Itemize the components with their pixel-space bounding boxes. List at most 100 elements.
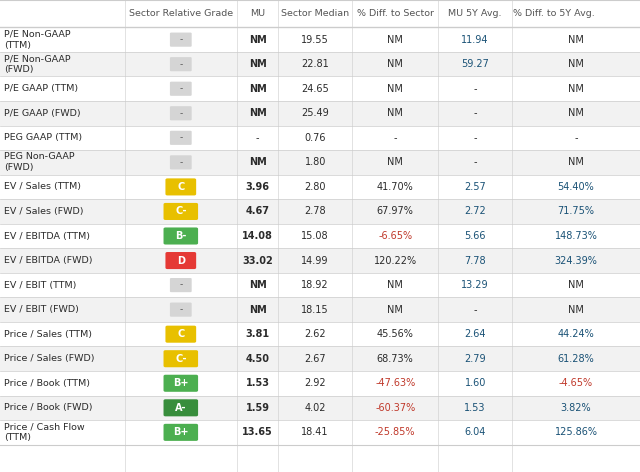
Text: C-: C- bbox=[175, 206, 186, 217]
FancyBboxPatch shape bbox=[165, 178, 196, 195]
Text: 14.99: 14.99 bbox=[301, 255, 329, 266]
Text: 2.67: 2.67 bbox=[305, 354, 326, 364]
Text: -: - bbox=[179, 280, 182, 290]
FancyBboxPatch shape bbox=[164, 350, 198, 367]
Text: 61.28%: 61.28% bbox=[557, 354, 595, 364]
Text: -: - bbox=[179, 59, 182, 69]
FancyBboxPatch shape bbox=[164, 424, 198, 441]
Text: NM: NM bbox=[387, 84, 403, 94]
Text: 54.40%: 54.40% bbox=[557, 182, 595, 192]
Text: NM: NM bbox=[249, 157, 266, 168]
Text: 44.24%: 44.24% bbox=[557, 329, 595, 339]
Bar bbox=[0, 76, 640, 101]
Text: NM: NM bbox=[568, 84, 584, 94]
Text: Price / Book (FWD): Price / Book (FWD) bbox=[4, 403, 92, 413]
Text: 1.60: 1.60 bbox=[465, 378, 486, 388]
Text: 11.94: 11.94 bbox=[461, 34, 489, 45]
Text: NM: NM bbox=[387, 34, 403, 45]
Text: Price / Book (TTM): Price / Book (TTM) bbox=[4, 379, 90, 388]
Text: NM: NM bbox=[568, 280, 584, 290]
Text: 3.82%: 3.82% bbox=[561, 403, 591, 413]
Text: 33.02: 33.02 bbox=[242, 255, 273, 266]
Text: 125.86%: 125.86% bbox=[554, 427, 598, 438]
Text: 324.39%: 324.39% bbox=[555, 255, 597, 266]
Text: -: - bbox=[474, 304, 477, 315]
Text: Price / Sales (TTM): Price / Sales (TTM) bbox=[4, 329, 92, 339]
Text: 18.92: 18.92 bbox=[301, 280, 329, 290]
Bar bbox=[0, 175, 640, 199]
Text: 59.27: 59.27 bbox=[461, 59, 489, 69]
Text: NM: NM bbox=[249, 34, 266, 45]
Text: 4.02: 4.02 bbox=[305, 403, 326, 413]
Text: -: - bbox=[474, 133, 477, 143]
Text: NM: NM bbox=[249, 59, 266, 69]
Text: P/E Non-GAAP
(TTM): P/E Non-GAAP (TTM) bbox=[4, 30, 70, 50]
Text: 22.81: 22.81 bbox=[301, 59, 329, 69]
Text: 71.75%: 71.75% bbox=[557, 206, 595, 217]
Text: 2.79: 2.79 bbox=[465, 354, 486, 364]
Text: -: - bbox=[474, 84, 477, 94]
Text: PEG GAAP (TTM): PEG GAAP (TTM) bbox=[4, 133, 82, 143]
Bar bbox=[0, 322, 640, 346]
FancyBboxPatch shape bbox=[170, 57, 192, 71]
Text: 13.65: 13.65 bbox=[242, 427, 273, 438]
Text: NM: NM bbox=[387, 108, 403, 118]
FancyBboxPatch shape bbox=[165, 326, 196, 343]
Text: -4.65%: -4.65% bbox=[559, 378, 593, 388]
Bar bbox=[0, 346, 640, 371]
Text: NM: NM bbox=[387, 157, 403, 168]
Text: 1.80: 1.80 bbox=[305, 157, 326, 168]
Text: % Diff. to Sector: % Diff. to Sector bbox=[356, 9, 434, 18]
Bar bbox=[0, 224, 640, 248]
Text: -: - bbox=[474, 108, 477, 118]
Bar bbox=[0, 52, 640, 76]
Bar bbox=[0, 126, 640, 150]
Text: -60.37%: -60.37% bbox=[375, 403, 415, 413]
Text: -: - bbox=[574, 133, 578, 143]
Text: 2.62: 2.62 bbox=[305, 329, 326, 339]
Text: EV / Sales (TTM): EV / Sales (TTM) bbox=[4, 182, 81, 192]
Text: 120.22%: 120.22% bbox=[374, 255, 417, 266]
Text: 19.55: 19.55 bbox=[301, 34, 329, 45]
Text: 14.08: 14.08 bbox=[242, 231, 273, 241]
Text: 3.96: 3.96 bbox=[246, 182, 269, 192]
Bar bbox=[0, 27, 640, 52]
Text: 0.76: 0.76 bbox=[305, 133, 326, 143]
Text: -: - bbox=[179, 35, 182, 44]
Bar bbox=[0, 420, 640, 445]
Text: -: - bbox=[179, 133, 182, 143]
Text: 2.78: 2.78 bbox=[305, 206, 326, 217]
Text: Sector Median: Sector Median bbox=[281, 9, 349, 18]
Text: P/E GAAP (FWD): P/E GAAP (FWD) bbox=[4, 109, 81, 118]
Text: NM: NM bbox=[249, 304, 266, 315]
Text: -: - bbox=[179, 305, 182, 314]
FancyBboxPatch shape bbox=[170, 33, 192, 47]
Text: NM: NM bbox=[568, 59, 584, 69]
Text: -47.63%: -47.63% bbox=[375, 378, 415, 388]
Text: 5.66: 5.66 bbox=[465, 231, 486, 241]
Text: 148.73%: 148.73% bbox=[555, 231, 597, 241]
Text: 15.08: 15.08 bbox=[301, 231, 329, 241]
Text: -6.65%: -6.65% bbox=[378, 231, 412, 241]
FancyBboxPatch shape bbox=[164, 203, 198, 220]
Text: -: - bbox=[179, 109, 182, 118]
Text: C: C bbox=[177, 182, 184, 192]
Text: 25.49: 25.49 bbox=[301, 108, 329, 118]
Bar bbox=[0, 199, 640, 224]
Text: EV / EBIT (TTM): EV / EBIT (TTM) bbox=[4, 280, 76, 290]
Text: C-: C- bbox=[175, 354, 186, 364]
Text: A-: A- bbox=[175, 403, 186, 413]
Text: PEG Non-GAAP
(FWD): PEG Non-GAAP (FWD) bbox=[4, 152, 74, 172]
Text: -25.85%: -25.85% bbox=[375, 427, 415, 438]
Text: 18.15: 18.15 bbox=[301, 304, 329, 315]
Text: NM: NM bbox=[387, 280, 403, 290]
Text: NM: NM bbox=[249, 280, 266, 290]
Text: NM: NM bbox=[568, 157, 584, 168]
Text: P/E GAAP (TTM): P/E GAAP (TTM) bbox=[4, 84, 78, 93]
FancyBboxPatch shape bbox=[164, 375, 198, 392]
Bar bbox=[0, 371, 640, 396]
Text: 1.59: 1.59 bbox=[246, 403, 269, 413]
Text: NM: NM bbox=[387, 304, 403, 315]
Text: EV / EBITDA (FWD): EV / EBITDA (FWD) bbox=[4, 256, 92, 265]
Text: 18.41: 18.41 bbox=[301, 427, 329, 438]
